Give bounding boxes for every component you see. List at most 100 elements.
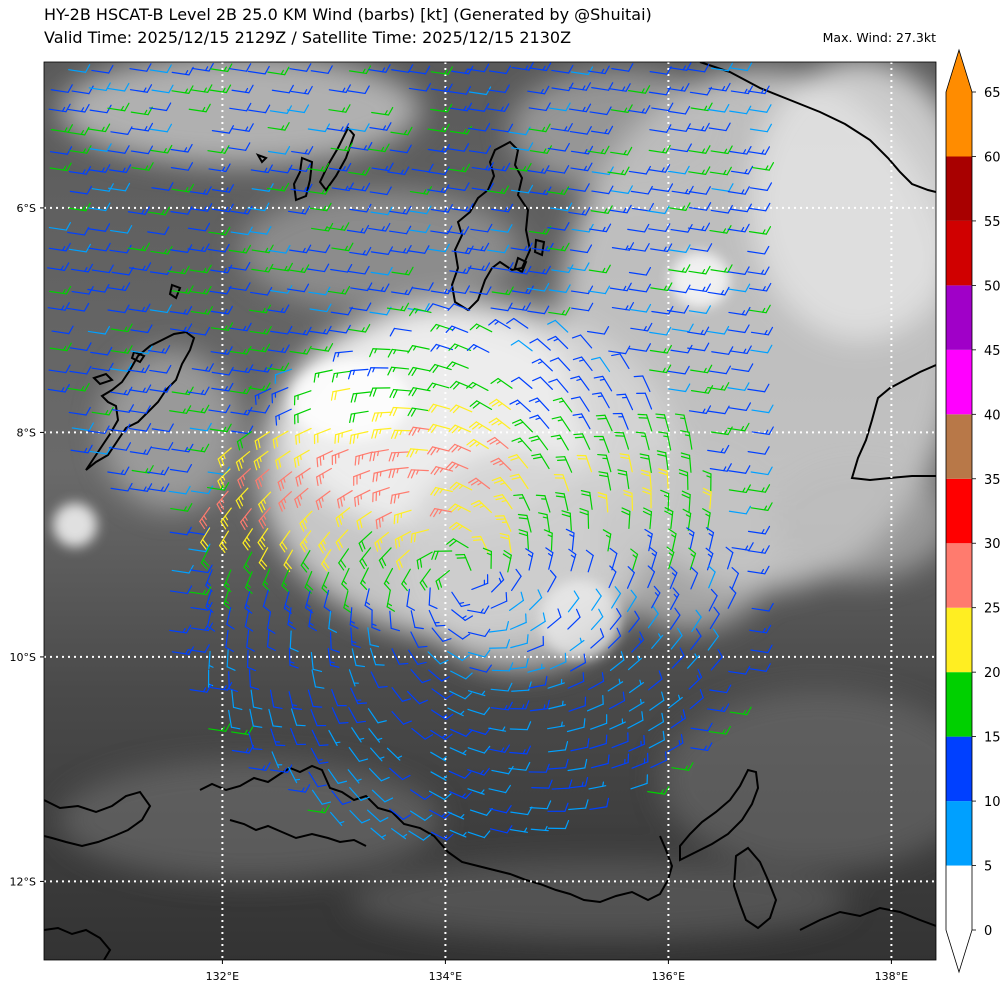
wind-barb	[69, 365, 92, 375]
wind-barb	[371, 427, 392, 439]
wind-barb	[359, 547, 372, 570]
wind-barb	[749, 624, 772, 634]
wind-barb	[171, 443, 194, 453]
wind-barb	[290, 727, 307, 746]
wind-barb	[449, 829, 467, 838]
wind-barb	[289, 244, 312, 254]
wind-barb	[248, 104, 271, 114]
wind-barb	[688, 405, 712, 414]
wind-barb	[445, 325, 469, 334]
wind-barb	[510, 184, 534, 194]
wind-barb	[51, 325, 74, 335]
wind-barb	[626, 589, 637, 613]
wind-barb	[313, 428, 331, 445]
wind-barb	[91, 406, 114, 416]
wind-barb	[435, 569, 450, 590]
wind-barb	[449, 481, 473, 491]
wind-barb	[570, 653, 587, 672]
wind-barb	[628, 85, 651, 94]
wind-barb	[200, 527, 211, 550]
wind-barb	[150, 245, 173, 255]
wind-barb	[211, 203, 234, 213]
wind-barb	[727, 266, 750, 275]
wind-barb	[611, 586, 622, 609]
wind-barb	[210, 322, 234, 331]
colorbar: 0 5 10 15 20 25 30 35 40 45 50 55 60 65	[945, 48, 1001, 974]
wind-barb	[639, 453, 652, 474]
wind-barb	[506, 317, 529, 329]
wind-barb	[647, 565, 656, 589]
wind-barb	[190, 203, 213, 212]
wind-barb	[327, 647, 340, 668]
wind-barb	[631, 752, 649, 769]
wind-barb	[47, 383, 70, 393]
wind-barb	[341, 567, 350, 591]
wind-barb	[547, 741, 569, 753]
wind-barb	[513, 494, 531, 511]
wind-barb	[617, 469, 630, 490]
wind-barb	[349, 607, 359, 629]
wind-barb	[249, 325, 272, 335]
wind-barb	[386, 747, 403, 761]
wind-barb	[468, 145, 492, 154]
wind-barb	[508, 761, 531, 771]
wind-barb	[289, 345, 312, 355]
wind-barb	[237, 468, 251, 489]
wind-barb	[623, 489, 634, 511]
wind-barb	[747, 565, 770, 575]
wind-barb	[707, 444, 730, 454]
wind-barb	[690, 566, 699, 590]
wind-barb	[469, 664, 492, 673]
wind-barb	[490, 591, 508, 609]
wind-barb	[127, 242, 150, 252]
wind-barb	[331, 182, 354, 192]
wind-barb	[71, 422, 94, 432]
wind-barb	[391, 286, 414, 296]
wind-barb	[369, 186, 392, 196]
wind-barb	[587, 65, 610, 75]
wind-barb	[129, 483, 153, 492]
wind-barb	[235, 487, 249, 509]
wind-barb	[626, 566, 635, 589]
wind-barb	[668, 105, 691, 115]
wind-barb	[648, 164, 671, 173]
wind-barb	[548, 758, 569, 770]
wind-barb	[407, 649, 427, 665]
wind-barb	[589, 734, 608, 750]
colorbar-segment	[946, 478, 972, 544]
wind-barb	[200, 547, 210, 570]
wind-barb	[446, 538, 469, 549]
wind-barb	[511, 437, 532, 452]
wind-barb	[330, 142, 353, 152]
wind-barb	[710, 145, 733, 155]
wind-barb	[567, 672, 585, 689]
colorbar-tick-label: 40	[984, 408, 1001, 423]
wind-barb	[527, 663, 545, 673]
wind-barb	[445, 361, 469, 369]
wind-barb	[449, 404, 473, 414]
wind-barb	[571, 334, 593, 349]
wind-barb	[590, 628, 605, 649]
wind-barb	[748, 663, 771, 672]
wind-barb	[427, 423, 451, 433]
wind-barb	[331, 449, 349, 466]
wind-barb	[658, 468, 669, 489]
wind-barb	[107, 82, 130, 92]
wind-barb	[708, 726, 731, 735]
coastline-southwest	[44, 926, 112, 960]
wind-barb	[748, 202, 771, 212]
wind-barb	[91, 64, 114, 74]
wind-barb	[187, 326, 211, 336]
wind-barb	[293, 390, 312, 406]
wind-barb	[428, 587, 438, 609]
wind-barb	[288, 784, 311, 793]
wind-barb	[429, 363, 452, 373]
wind-barb	[572, 356, 593, 372]
wind-barb	[591, 166, 614, 176]
wind-barb	[650, 282, 673, 292]
wind-barb	[244, 609, 254, 632]
wind-barb	[248, 669, 260, 690]
wind-barb	[628, 343, 652, 352]
wind-barb	[349, 431, 369, 445]
wind-barb	[633, 375, 651, 393]
